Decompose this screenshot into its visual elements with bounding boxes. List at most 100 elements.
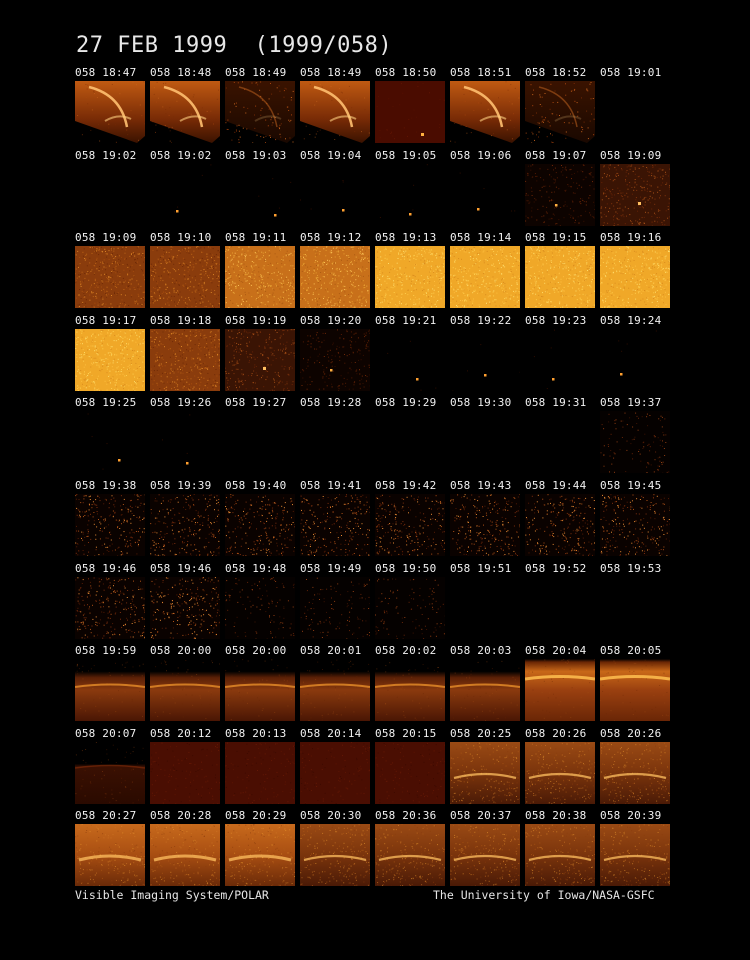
frame-image (300, 411, 370, 473)
frame-timestamp: 058 19:21 (375, 313, 437, 327)
frame-timestamp: 058 18:51 (450, 66, 512, 79)
frame-image (300, 246, 370, 309)
frame-timestamp: 058 20:14 (300, 726, 362, 740)
frame-image (375, 741, 445, 804)
frame-timestamp: 058 20:36 (375, 809, 437, 823)
frame-image (225, 824, 295, 887)
frame-image (375, 163, 445, 226)
frame-timestamp: 058 19:45 (600, 479, 662, 492)
frame-timestamp: 058 19:09 (75, 231, 137, 245)
frame-image (525, 494, 595, 556)
frame-timestamp: 058 19:29 (375, 396, 437, 410)
frame-image (375, 824, 445, 887)
frame-timestamp: 058 19:20 (300, 313, 362, 327)
frame-image (225, 494, 295, 556)
frame-image (75, 164, 145, 226)
frame-timestamp: 058 20:26 (600, 726, 662, 740)
frame-timestamp: 058 19:22 (450, 313, 512, 327)
frame-timestamp: 058 19:04 (300, 148, 362, 162)
frame-timestamp: 058 18:48 (150, 66, 212, 79)
frame-timestamp: 058 19:51 (450, 561, 512, 575)
frame-image (75, 328, 145, 391)
page-title: 27 FEB 1999 (1999/058) (76, 33, 393, 58)
frame-image (450, 246, 520, 309)
frame-timestamp: 058 19:26 (150, 396, 212, 410)
frame-timestamp: 058 20:00 (225, 644, 287, 658)
frame-timestamp: 058 19:13 (375, 231, 437, 245)
frame-timestamp: 058 19:48 (225, 561, 287, 575)
frame-image (225, 659, 295, 722)
frame-timestamp: 058 19:42 (375, 479, 437, 492)
frame-image (150, 246, 220, 309)
frame-image (150, 411, 220, 473)
frame-image (525, 411, 595, 473)
frame-image (525, 659, 595, 722)
frame-timestamp: 058 18:47 (75, 66, 137, 79)
frame-timestamp: 058 19:59 (75, 644, 137, 658)
frame-timestamp: 058 19:37 (600, 396, 662, 410)
frame-timestamp: 058 20:15 (375, 726, 437, 740)
frame-timestamp: 058 19:05 (375, 148, 437, 162)
frame-timestamp: 058 19:17 (75, 313, 137, 327)
institution-credit: The University of Iowa/NASA-GSFC (433, 888, 655, 902)
frame-timestamp: 058 19:03 (225, 148, 287, 162)
frame-timestamp: 058 19:14 (450, 231, 512, 245)
frame-image (525, 741, 595, 804)
frame-image (525, 329, 595, 391)
frame-timestamp: 058 20:38 (525, 809, 587, 823)
frame-image (375, 246, 445, 309)
frame-image (375, 659, 445, 722)
frame-timestamp: 058 19:23 (525, 313, 587, 327)
frame-image (600, 741, 670, 804)
frame-timestamp: 058 19:16 (600, 231, 662, 245)
frame-timestamp: 058 20:29 (225, 809, 287, 823)
frame-image (600, 824, 670, 887)
frame-image (300, 494, 370, 556)
frame-timestamp: 058 20:37 (450, 809, 512, 823)
frame-image (450, 81, 520, 143)
frame-image (75, 659, 145, 722)
frame-image (75, 494, 145, 556)
frame-timestamp: 058 20:05 (600, 644, 662, 658)
frame-image (450, 577, 520, 639)
frame-timestamp: 058 19:49 (300, 561, 362, 575)
frame-image (450, 411, 520, 473)
frame-image (300, 576, 370, 639)
frame-image (375, 329, 445, 391)
frame-image (450, 164, 520, 226)
frame-timestamp: 058 19:07 (525, 148, 587, 162)
frame-timestamp: 058 19:52 (525, 561, 587, 575)
frame-timestamp: 058 19:19 (225, 313, 287, 327)
frame-image (600, 659, 670, 722)
frame-timestamp: 058 19:24 (600, 313, 662, 327)
frame-timestamp: 058 18:52 (525, 66, 587, 79)
frame-image (600, 494, 670, 556)
frame-timestamp: 058 19:53 (600, 561, 662, 575)
frame-timestamp: 058 19:11 (225, 231, 287, 245)
frame-image (450, 824, 520, 887)
frame-image (300, 824, 370, 887)
frame-image (525, 163, 595, 226)
frame-image (375, 494, 445, 556)
frame-timestamp: 058 19:31 (525, 396, 587, 410)
frame-timestamp: 058 19:41 (300, 479, 362, 492)
frame-image (225, 741, 295, 804)
frame-image (150, 494, 220, 556)
frame-image (300, 659, 370, 722)
frame-image (600, 246, 670, 309)
frame-timestamp: 058 20:39 (600, 809, 662, 823)
instrument-credit: Visible Imaging System/POLAR (75, 888, 269, 902)
frame-timestamp: 058 20:30 (300, 809, 362, 823)
frame-image (375, 576, 445, 639)
frame-image (525, 246, 595, 309)
frame-timestamp: 058 19:02 (150, 148, 212, 162)
frame-image (225, 411, 295, 473)
frame-image (225, 164, 295, 226)
frame-timestamp: 058 19:38 (75, 479, 137, 492)
frame-image (600, 163, 670, 226)
frame-timestamp: 058 19:02 (75, 148, 137, 162)
frame-timestamp: 058 19:18 (150, 313, 212, 327)
frame-timestamp: 058 19:46 (150, 561, 212, 575)
frame-timestamp: 058 19:40 (225, 479, 287, 492)
